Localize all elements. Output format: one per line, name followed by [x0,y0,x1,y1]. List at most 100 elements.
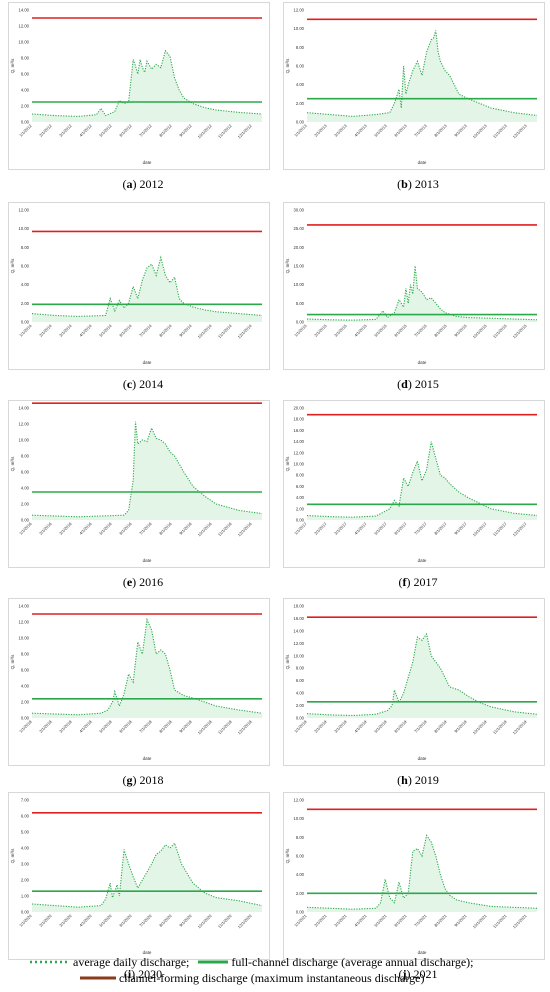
y-tick-label: 10.00 [294,26,305,31]
chart-caption-e: (e) 2016 [8,575,278,590]
y-tick-label: 4.00 [21,684,30,689]
y-tick-label: 18.00 [294,604,305,609]
series-area [307,266,537,322]
daily-discharge-series [306,441,538,518]
y-tick-label: 6.00 [296,678,305,683]
series-area [32,421,262,520]
caption-letter: (f) [398,575,414,589]
chart-caption-j: (j) 2021 [283,967,550,982]
caption-year: 2013 [414,177,439,191]
chart-panel-e: 0.00 2.00 4.00 6.00 8.00 10.00 12.00 14.00 Q, m³… [8,400,278,600]
caption-year: 2017 [413,575,438,589]
y-tick-label: 8.00 [21,652,30,657]
chart-svg-a: 0.00 2.00 4.00 6.00 8.00 10.00 12.00 14.00 Q, m³… [8,2,270,170]
y-tick-label: 8.00 [296,666,305,671]
chart-panel-g: 0.00 2.00 4.00 6.00 8.00 10.00 12.00 14.00 Q, m³… [8,598,278,798]
chart-svg-d: 0.00 5.00 10.00 15.00 20.00 25.00 30.00 Q, m³/s… [283,202,545,370]
caption-letter: (g) [122,773,140,787]
y-axis-label: Q, m³/s [285,848,290,863]
y-tick-label: 4.00 [296,82,305,87]
caption-letter: (e) [122,575,140,589]
daily-discharge-series [31,617,263,716]
y-tick-label: 20.00 [294,245,305,250]
x-axis-label: date [418,756,427,761]
y-tick-label: 0.00 [21,320,30,325]
legend-daily-swatch [30,961,70,964]
y-tick-label: 2.00 [21,104,30,109]
chart-svg-h: 0.00 2.00 4.00 6.00 8.00 10.00 12.00 14.00 16.00… [283,598,545,766]
caption-year: 2016 [139,575,164,589]
y-tick-label: 4.00 [21,88,30,93]
series-area [32,257,262,322]
daily-discharge-series [306,834,538,910]
y-tick-label: 12.00 [294,798,305,803]
chart-frame [8,792,270,960]
x-axis-label: date [143,360,152,365]
y-tick-label: 7.00 [21,798,30,803]
chart-caption-c: (c) 2014 [8,377,278,392]
y-tick-label: 8.00 [21,454,30,459]
chart-svg-g: 0.00 2.00 4.00 6.00 8.00 10.00 12.00 14.00 Q, m³… [8,598,270,766]
chart-caption-b: (b) 2013 [283,177,550,192]
caption-year: 2015 [414,377,439,391]
chart-panel-j: 0.00 2.00 4.00 6.00 8.00 10.00 12.00 Q, m³/s 1/1… [283,792,550,992]
x-axis-label: date [143,160,152,165]
y-tick-label: 8.00 [21,245,30,250]
y-tick-label: 5.00 [21,830,30,835]
y-tick-label: 20.00 [294,406,305,411]
y-tick-label: 6.00 [296,484,305,489]
x-axis-label: date [418,558,427,563]
caption-year: 2018 [139,773,164,787]
y-tick-label: 5.00 [296,301,305,306]
caption-letter: (b) [397,177,415,191]
daily-discharge-series [31,842,263,908]
chart-svg-i: 0.001.002.003.004.005.006.007.00Q, m³/s1… [8,792,270,960]
y-tick-label: 8.00 [21,56,30,61]
y-tick-label: 6.00 [21,264,30,269]
y-tick-label: 12.00 [19,422,30,427]
y-tick-label: 16.00 [294,428,305,433]
caption-year: 2020 [138,967,163,981]
y-tick-label: 12.00 [294,450,305,455]
legend: average daily discharge; full-channel di… [0,952,550,988]
y-tick-label: 0.00 [296,716,305,721]
y-tick-label: 2.00 [21,502,30,507]
series-area [307,835,537,912]
y-tick-label: 14.00 [19,604,30,609]
y-tick-label: 10.00 [19,226,30,231]
y-tick-label: 6.00 [21,814,30,819]
y-tick-label: 14.00 [294,439,305,444]
y-tick-label: 2.00 [296,891,305,896]
y-tick-label: 6.00 [21,470,30,475]
daily-discharge-series [306,632,538,717]
daily-discharge-series [306,30,538,117]
x-axis-label: date [418,950,427,955]
caption-letter: (d) [397,377,415,391]
y-tick-label: 12.00 [294,641,305,646]
y-axis-label: Q, m³/s [285,58,290,73]
y-tick-label: 16.00 [294,616,305,621]
y-axis-label: Q, m³/s [10,258,15,273]
y-tick-label: 6.00 [21,72,30,77]
y-tick-label: 12.00 [19,620,30,625]
x-axis-label: date [143,756,152,761]
y-tick-label: 10.00 [19,40,30,45]
legend-forming-swatch [80,976,116,980]
y-tick-label: 12.00 [294,8,305,13]
chart-caption-a: (a) 2012 [8,177,278,192]
x-axis-label: date [418,360,427,365]
legend-row-2: channel-forming discharge (maximum insta… [80,970,424,986]
y-tick-label: 30.00 [294,208,305,213]
y-tick-label: 14.00 [19,8,30,13]
y-tick-label: 1.00 [21,894,30,899]
y-tick-label: 0.00 [296,320,305,325]
chart-panel-h: 0.00 2.00 4.00 6.00 8.00 10.00 12.00 14.00 16.00… [283,598,550,798]
chart-svg-e: 0.00 2.00 4.00 6.00 8.00 10.00 12.00 14.00 Q, m³… [8,400,270,568]
legend-full-swatch [198,960,229,964]
chart-panel-c: 0.00 2.00 4.00 6.00 8.00 10.00 12.00 Q, m³/s 1/1… [8,202,278,402]
chart-caption-g: (g) 2018 [8,773,278,788]
y-tick-label: 2.00 [296,101,305,106]
y-tick-label: 4.00 [21,486,30,491]
